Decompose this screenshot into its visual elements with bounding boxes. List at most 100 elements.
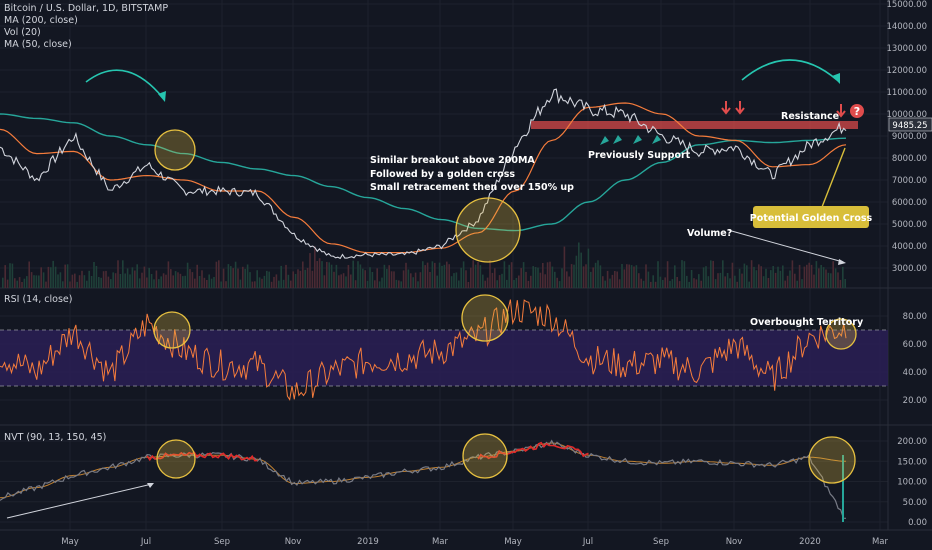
volume-bar xyxy=(38,275,40,288)
volume-bar xyxy=(206,280,208,288)
volume-bar xyxy=(299,270,302,288)
volume-bar xyxy=(642,280,645,288)
main-legend: Bitcoin / U.S. Dollar, 1D, BITSTAMP MA (… xyxy=(4,3,168,51)
volume-bar xyxy=(189,269,191,288)
volume-bar xyxy=(174,271,177,288)
volume-bar xyxy=(498,275,501,288)
volume-bar xyxy=(688,281,690,288)
volume-bar xyxy=(614,271,616,288)
nvt-tick-label: 150.00 xyxy=(897,457,927,467)
volume-bar xyxy=(131,267,134,288)
volume-bar xyxy=(328,262,330,288)
volume-bar xyxy=(638,273,640,288)
breakout-note-3: Small retracement then over 150% up xyxy=(370,182,574,193)
volume-bar xyxy=(405,262,407,288)
volume-bar xyxy=(594,262,597,288)
golden-cross-pointer xyxy=(821,147,846,208)
volume-bar xyxy=(347,265,350,288)
volume-bar xyxy=(117,260,119,288)
volume-bar xyxy=(626,264,628,288)
volume-bar xyxy=(789,270,791,288)
volume-bar xyxy=(158,279,160,288)
volume-bar xyxy=(767,278,770,288)
volume-bar xyxy=(590,271,592,288)
volume-bar xyxy=(266,270,268,288)
volume-bar xyxy=(681,260,683,288)
volume-bar xyxy=(705,266,707,288)
volume-bar xyxy=(107,276,110,288)
y-axis-ticks: 15000.00 14000.00 13000.00 12000.00 11000.00… xyxy=(886,0,927,528)
volume-bar xyxy=(491,272,494,288)
volume-bar xyxy=(407,269,410,288)
volume-bar xyxy=(179,273,182,288)
volume-bar xyxy=(508,264,510,288)
support-arrows xyxy=(600,135,661,145)
volume-bar xyxy=(734,275,736,288)
overbought-label: Overbought Territory xyxy=(750,317,864,328)
volume-bar xyxy=(489,260,491,288)
volume-bar xyxy=(2,277,4,288)
x-tick-label: 2020 xyxy=(799,537,821,547)
volume-bar xyxy=(621,264,623,288)
volume-bar xyxy=(558,281,561,288)
rsi-tick-label: 80.00 xyxy=(903,312,927,322)
question-mark: ? xyxy=(854,105,860,118)
volume-bar xyxy=(148,267,150,288)
volume-bar xyxy=(503,261,506,288)
volume-bar xyxy=(311,270,314,288)
nvt-high-segment xyxy=(477,441,589,460)
volume-bar xyxy=(318,258,321,288)
volume-bar xyxy=(251,281,254,288)
volume-bar xyxy=(801,279,803,288)
volume-bar xyxy=(606,270,609,288)
volume-bar xyxy=(474,264,477,288)
volume-bar xyxy=(448,264,450,288)
legend-ma200: MA (200, close) xyxy=(4,15,78,26)
price-tick-label: 4000.00 xyxy=(892,242,927,252)
volume-bar xyxy=(482,274,484,288)
previously-support-label: Previously Support xyxy=(588,150,691,161)
volume-bar xyxy=(698,274,700,288)
volume-bar xyxy=(839,279,842,288)
volume-bar xyxy=(33,275,35,288)
breakout-note-1: Similar breakout above 200MA xyxy=(370,155,535,166)
highlight-circle xyxy=(808,436,856,484)
volume-bar xyxy=(282,279,285,288)
x-tick-label: May xyxy=(61,537,79,547)
volume-bar xyxy=(388,265,390,288)
x-tick-label: Mar xyxy=(872,537,889,547)
nvt-line xyxy=(0,439,847,519)
volume-bar xyxy=(496,280,498,288)
volume-bar xyxy=(676,277,678,288)
volume-bar xyxy=(556,277,558,288)
volume-bar xyxy=(11,263,14,288)
volume-bar xyxy=(249,272,251,288)
volume-bar xyxy=(170,269,172,288)
volume-bar xyxy=(227,264,230,288)
volume-bar xyxy=(364,270,366,288)
volume-bar xyxy=(539,272,542,288)
legend-ma50: MA (50, close) xyxy=(4,39,72,50)
volume-bar xyxy=(436,275,438,288)
volume-bar xyxy=(650,281,652,288)
volume-bar xyxy=(762,276,765,288)
volume-bar xyxy=(566,271,568,288)
volume-bar xyxy=(515,278,518,288)
volume-bar xyxy=(138,278,141,288)
volume-bar xyxy=(825,269,827,288)
volume-bar xyxy=(424,265,426,288)
volume-bar xyxy=(182,276,184,288)
volume-bar xyxy=(172,275,174,288)
volume-bar xyxy=(398,280,400,288)
volume-bar xyxy=(102,271,105,288)
volume-bar xyxy=(28,261,30,288)
volume-bar xyxy=(695,279,698,288)
volume-bar xyxy=(321,261,323,288)
volume-bar xyxy=(62,281,64,288)
volume-bar xyxy=(630,265,633,288)
volume-bar xyxy=(345,276,347,288)
resistance-label: Resistance xyxy=(781,111,839,122)
volume-bar xyxy=(765,268,767,288)
volume-bar xyxy=(201,270,203,288)
